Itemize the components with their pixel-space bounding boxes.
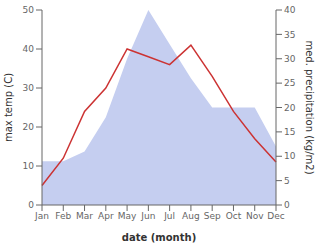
- svg-text:30: 30: [23, 83, 35, 93]
- svg-text:Sep: Sep: [204, 211, 221, 221]
- svg-text:Jul: Jul: [163, 211, 175, 221]
- svg-text:Dec: Dec: [267, 211, 284, 221]
- svg-text:35: 35: [284, 30, 295, 40]
- svg-text:20: 20: [284, 103, 296, 113]
- svg-text:Oct: Oct: [226, 211, 242, 221]
- svg-text:20: 20: [23, 122, 35, 132]
- svg-text:30: 30: [284, 54, 296, 64]
- svg-text:max temp (C): max temp (C): [3, 73, 14, 142]
- svg-text:15: 15: [284, 127, 295, 137]
- svg-text:Jan: Jan: [34, 211, 49, 221]
- svg-text:40: 40: [23, 44, 35, 54]
- svg-text:Jun: Jun: [140, 211, 155, 221]
- svg-text:50: 50: [23, 5, 35, 15]
- svg-text:med. precipitation (kg/m2): med. precipitation (kg/m2): [304, 40, 315, 174]
- svg-text:25: 25: [284, 78, 295, 88]
- svg-text:Nov: Nov: [246, 211, 264, 221]
- svg-text:date (month): date (month): [122, 232, 196, 243]
- svg-text:10: 10: [284, 151, 296, 161]
- svg-text:Mar: Mar: [76, 211, 93, 221]
- svg-text:0: 0: [28, 200, 34, 210]
- svg-text:Apr: Apr: [98, 211, 114, 221]
- svg-text:10: 10: [23, 161, 35, 171]
- svg-text:Aug: Aug: [182, 211, 200, 221]
- svg-text:0: 0: [284, 200, 290, 210]
- svg-text:40: 40: [284, 5, 296, 15]
- svg-text:Feb: Feb: [55, 211, 71, 221]
- svg-text:5: 5: [284, 176, 290, 186]
- svg-text:May: May: [118, 211, 137, 221]
